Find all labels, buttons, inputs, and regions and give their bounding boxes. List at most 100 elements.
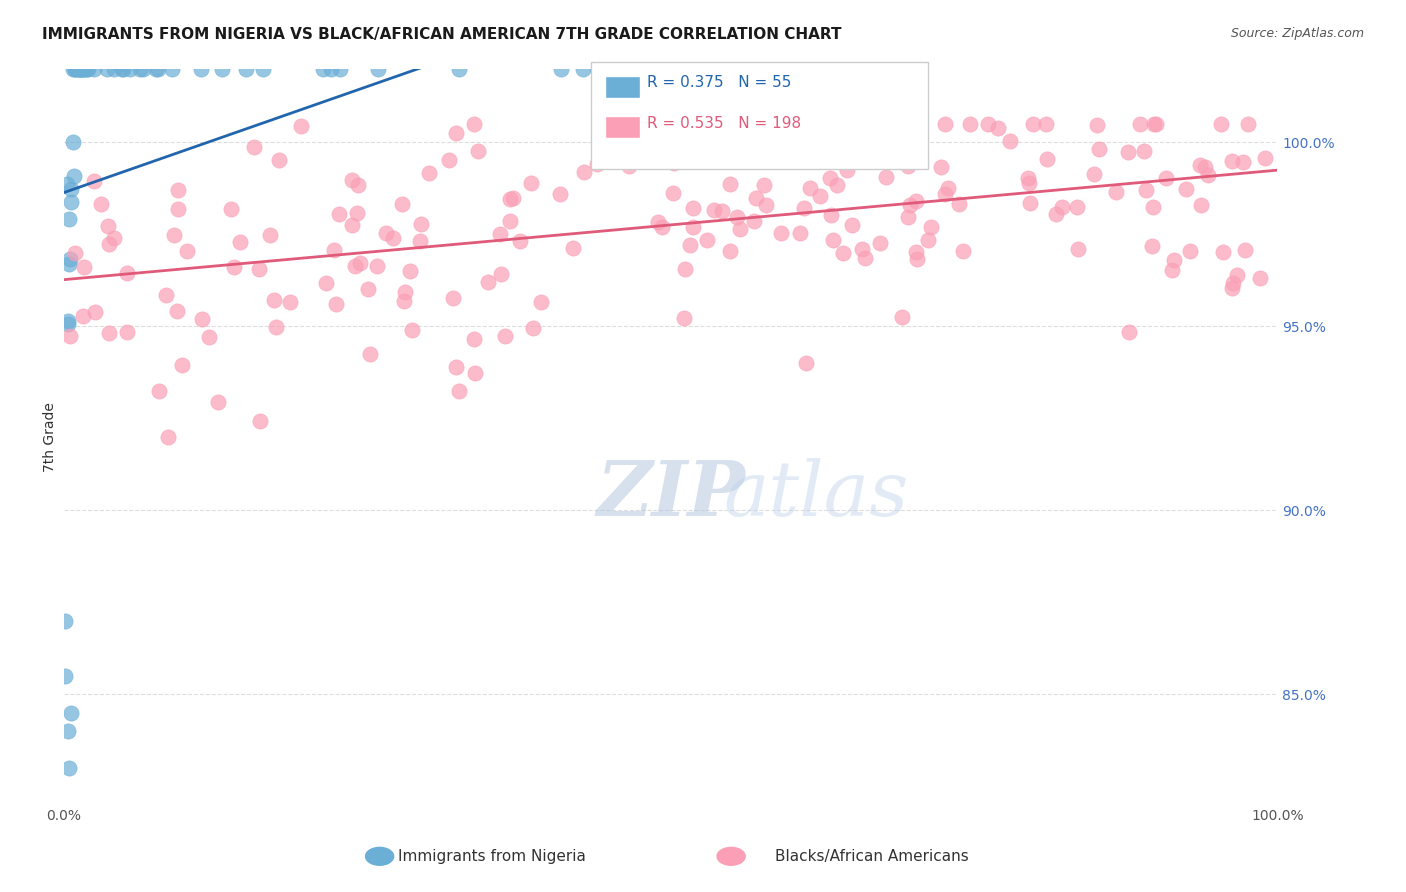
Point xyxy=(725,210,748,224)
Point xyxy=(1194,160,1216,174)
Point xyxy=(844,121,866,136)
Point xyxy=(90,197,112,211)
Text: Blacks/African Americans: Blacks/African Americans xyxy=(775,849,969,863)
Text: Source: ZipAtlas.com: Source: ZipAtlas.com xyxy=(1230,27,1364,40)
Point xyxy=(827,178,849,193)
Point xyxy=(592,62,614,76)
Point xyxy=(682,201,704,215)
Point xyxy=(97,219,120,233)
Point xyxy=(342,218,364,232)
Point xyxy=(673,261,696,276)
Point xyxy=(821,233,844,247)
Point xyxy=(742,214,765,228)
Point xyxy=(290,120,312,134)
Point xyxy=(349,256,371,270)
Point xyxy=(1017,170,1039,185)
Point xyxy=(409,235,432,249)
Point xyxy=(520,176,543,190)
Point xyxy=(875,169,897,184)
Point xyxy=(898,198,921,212)
Point xyxy=(1146,117,1168,131)
Point xyxy=(952,244,974,258)
Point xyxy=(657,120,679,135)
Point xyxy=(1161,263,1184,277)
Point xyxy=(1233,244,1256,258)
Point xyxy=(1083,167,1105,181)
Point xyxy=(548,186,571,201)
Point xyxy=(243,140,266,154)
Point xyxy=(959,117,981,131)
Point xyxy=(235,62,257,76)
Point xyxy=(343,259,366,273)
Point xyxy=(53,614,76,628)
Point xyxy=(727,150,749,164)
Text: Immigrants from Nigeria: Immigrants from Nigeria xyxy=(398,849,586,863)
Point xyxy=(60,706,83,720)
Point xyxy=(808,189,831,203)
Point xyxy=(447,62,470,76)
Point xyxy=(891,310,914,325)
Point xyxy=(374,227,396,241)
Point xyxy=(162,227,184,242)
Point xyxy=(463,117,485,131)
Point xyxy=(832,246,855,260)
Point xyxy=(58,211,80,226)
Point xyxy=(755,198,778,212)
Point xyxy=(356,283,378,297)
Point xyxy=(841,117,863,131)
Point xyxy=(1118,325,1140,339)
Point xyxy=(63,62,86,76)
Point xyxy=(58,761,80,775)
Point xyxy=(651,219,673,234)
Point xyxy=(110,62,132,76)
Point xyxy=(494,329,516,343)
Point xyxy=(696,233,718,247)
Text: R = 0.535   N = 198: R = 0.535 N = 198 xyxy=(647,116,801,130)
Point xyxy=(103,231,125,245)
Point xyxy=(837,120,859,134)
Point xyxy=(75,62,97,76)
Point xyxy=(1018,176,1040,190)
Point xyxy=(176,244,198,259)
Point xyxy=(1143,117,1166,131)
Point xyxy=(1154,171,1177,186)
Point xyxy=(1197,168,1219,182)
Point xyxy=(59,252,82,266)
Point xyxy=(249,414,271,428)
Point xyxy=(59,328,82,343)
Y-axis label: 7th Grade: 7th Grade xyxy=(44,401,58,472)
Point xyxy=(1232,154,1254,169)
Point xyxy=(263,293,285,307)
Point xyxy=(166,304,188,318)
Point xyxy=(595,62,617,76)
Point xyxy=(1035,117,1057,131)
Point xyxy=(329,62,352,76)
Point xyxy=(267,153,290,167)
Point xyxy=(1226,268,1249,283)
Point xyxy=(711,204,734,219)
Point xyxy=(562,241,585,255)
Point xyxy=(437,153,460,167)
Point xyxy=(586,62,609,76)
Point xyxy=(398,264,420,278)
Point xyxy=(312,62,335,76)
Point xyxy=(718,178,741,192)
Point xyxy=(920,219,942,234)
Point xyxy=(444,126,467,140)
Point xyxy=(72,62,94,76)
Point xyxy=(936,181,959,195)
Point xyxy=(853,251,876,265)
Point xyxy=(259,227,281,242)
Point xyxy=(394,285,416,300)
Point xyxy=(58,257,80,271)
Point xyxy=(893,134,915,148)
Point xyxy=(170,358,193,372)
Point xyxy=(987,120,1010,135)
Point xyxy=(66,62,89,76)
Point xyxy=(392,293,415,308)
Point xyxy=(744,191,766,205)
Point xyxy=(617,160,640,174)
Point xyxy=(112,62,135,76)
Point xyxy=(359,347,381,361)
Point xyxy=(904,245,927,260)
